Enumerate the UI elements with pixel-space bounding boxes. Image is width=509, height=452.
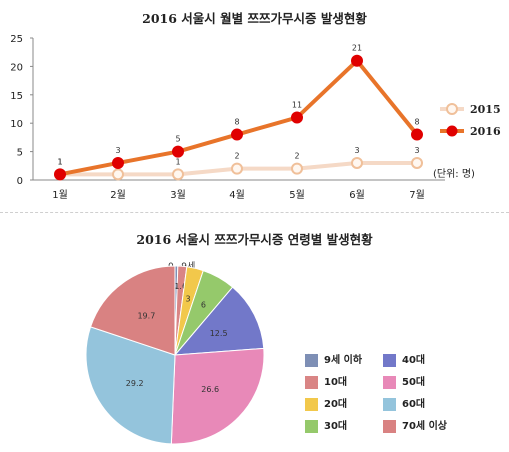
series-2015-data-label: 1 xyxy=(175,157,180,166)
series-2016-point xyxy=(411,128,423,141)
pie-slice xyxy=(173,286,265,356)
series-2015-data-label: 3 xyxy=(414,146,419,155)
pie-slice-label: 19.7 xyxy=(137,311,155,320)
pie-legend-swatch xyxy=(383,397,396,411)
x-tick-label: 4월 xyxy=(229,189,245,201)
pie-legend-label: 60대 xyxy=(402,399,426,410)
series-2015-data-label: 3 xyxy=(354,146,359,155)
series-2016-point xyxy=(172,145,184,158)
pie-legend-item: 9세 이하 xyxy=(305,351,362,367)
series-2016-point xyxy=(231,128,243,141)
series-2015-data-label: 2 xyxy=(294,152,299,161)
unit-note: (단위: 명) xyxy=(433,169,475,180)
series-2015-point xyxy=(172,168,184,181)
series-2015-point xyxy=(411,156,423,169)
pie-slice xyxy=(85,326,176,445)
x-tick-label: 1월 xyxy=(52,189,68,201)
pie-legend-item: 20대 xyxy=(305,395,347,411)
pie-legend-item: 10대 xyxy=(305,373,347,389)
pie-legend-item: 30대 xyxy=(305,417,347,433)
line-chart-title: 2016 서울시 월별 쯔쯔가무시증 발생현황 xyxy=(142,11,367,26)
pie-legend-item: 60대 xyxy=(383,395,425,411)
series-2015-data-label: 2 xyxy=(234,152,239,161)
legend-2015-marker xyxy=(446,103,458,115)
series-2016-data-label: 1 xyxy=(57,157,62,166)
pie-slice-label: 26.6 xyxy=(201,385,219,394)
pie-legend-label: 50대 xyxy=(402,377,426,388)
pie-legend-swatch xyxy=(305,419,318,433)
legend-2016-label: 2016 xyxy=(470,125,501,138)
series-2016-point xyxy=(291,111,303,124)
y-tick-label: 20 xyxy=(10,62,23,73)
y-tick-label: 5 xyxy=(17,148,23,159)
pie-chart-title: 2016 서울시 쯔쯔가무시증 연령별 발생현황 xyxy=(136,232,373,247)
pie-legend-label: 20대 xyxy=(324,399,348,410)
pie-legend-swatch xyxy=(383,375,396,389)
pie-legend-item: 50대 xyxy=(383,373,425,389)
pie-slice xyxy=(89,265,176,356)
pie-legend-item: 70세 이상 xyxy=(383,417,447,433)
series-2015-point xyxy=(351,156,363,169)
series-2015-point xyxy=(112,168,124,181)
pie-slice-label: 12.5 xyxy=(210,329,228,338)
series-2016-data-label: 3 xyxy=(115,146,120,155)
series-2016-point xyxy=(351,54,363,67)
y-tick-label: 15 xyxy=(10,91,23,102)
pie-slice-label: 29.2 xyxy=(126,379,144,388)
pie-legend-swatch xyxy=(305,375,318,389)
pie-slice-label: 6 xyxy=(201,301,206,310)
y-tick-label: 10 xyxy=(10,119,23,130)
series-2015-data-label: 1 xyxy=(57,157,62,166)
pie-slice-label: 3 xyxy=(186,295,191,304)
pie-legend-item: 40대 xyxy=(383,351,425,367)
y-tick-label: 25 xyxy=(10,34,23,45)
pie-slice xyxy=(170,347,265,445)
x-tick-label: 3월 xyxy=(170,189,186,201)
x-tick-label: 6월 xyxy=(349,189,365,201)
pie-slice-label: 0.5 xyxy=(170,282,183,291)
series-2016-data-label: 11 xyxy=(292,101,302,110)
pie-legend-swatch xyxy=(383,353,396,367)
series-2016-data-label: 8 xyxy=(234,118,239,127)
series-2016-point xyxy=(112,156,124,169)
pie-slice-label: 1.6 xyxy=(174,282,187,291)
x-tick-label: 7월 xyxy=(409,189,425,201)
series-2015-point xyxy=(291,162,303,175)
series-2016-point xyxy=(54,168,66,181)
pie-legend-swatch xyxy=(305,397,318,411)
pie-legend-label: 40대 xyxy=(402,355,426,366)
x-tick-label: 2월 xyxy=(110,189,126,201)
y-tick-label: 0 xyxy=(17,176,23,187)
pie-legend-label: 10대 xyxy=(324,377,348,388)
pie-legend-swatch xyxy=(305,353,318,367)
series-2016-data-label: 8 xyxy=(414,118,419,127)
pie-legend-label: 30대 xyxy=(324,421,348,432)
pie-legend-label: 70세 이상 xyxy=(402,421,447,432)
x-tick-label: 5월 xyxy=(289,189,305,201)
legend-2015-label: 2015 xyxy=(470,103,501,116)
pie-legend-swatch xyxy=(383,419,396,433)
legend-2016-marker xyxy=(446,125,458,137)
series-2016-data-label: 21 xyxy=(352,44,362,53)
series-2016-data-label: 5 xyxy=(175,135,180,144)
series-2015-point xyxy=(231,162,243,175)
pie-legend-label: 9세 이하 xyxy=(324,355,363,366)
section-divider xyxy=(0,212,509,214)
